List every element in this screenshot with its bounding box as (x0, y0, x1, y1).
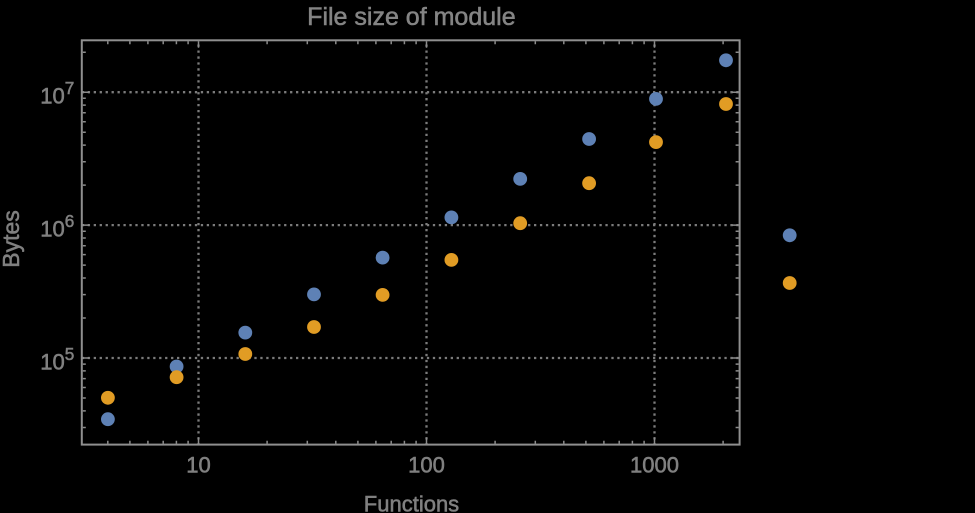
svg-text:1000: 1000 (630, 452, 679, 477)
svg-text:107: 107 (40, 78, 74, 109)
svg-text:Functions: Functions (364, 492, 459, 513)
svg-text:10: 10 (186, 452, 210, 477)
svg-text:100: 100 (408, 452, 445, 477)
svg-text:Bytes: Bytes (0, 210, 24, 268)
svg-text:File size of module: File size of module (307, 3, 515, 31)
